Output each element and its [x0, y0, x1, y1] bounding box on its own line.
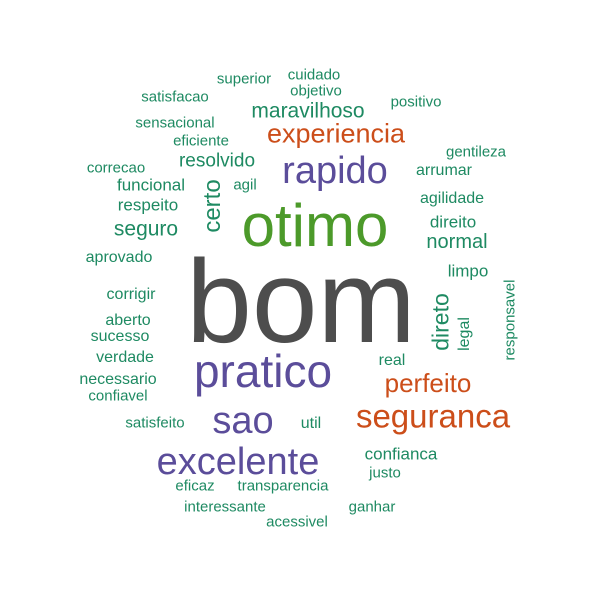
word-sucesso: sucesso — [90, 328, 150, 345]
word-normal: normal — [426, 231, 488, 253]
word-maravilhoso: maravilhoso — [251, 99, 365, 123]
word-acessivel: acessivel — [266, 513, 328, 531]
word-agil: agil — [233, 176, 257, 194]
word-limpo: limpo — [447, 261, 489, 281]
word-gentileza: gentileza — [445, 143, 507, 161]
word-confianca: confianca — [364, 444, 438, 464]
word-transparencia: transparencia — [237, 477, 329, 495]
word-satisfeito: satisfeito — [125, 414, 185, 432]
word-direito: direito — [429, 212, 477, 232]
word-ganhar: ganhar — [348, 498, 396, 516]
word-eficaz: eficaz — [175, 477, 215, 495]
word-interessante: interessante — [184, 498, 266, 516]
word-verdade: verdade — [96, 349, 154, 366]
word-superior: superior — [216, 70, 272, 88]
word-responsavel: responsavel — [501, 279, 519, 361]
word-satisfacao: satisfacao — [141, 88, 209, 106]
word-confiavel: confiavel — [88, 387, 148, 405]
word-aberto: aberto — [105, 312, 151, 329]
word-experiencia: experiencia — [266, 118, 406, 149]
word-perfeito: perfeito — [384, 368, 472, 398]
word-seguranca: seguranca — [355, 397, 511, 435]
word-resolvido: resolvido — [178, 150, 256, 172]
word-certo: certo — [199, 179, 226, 233]
word-otimo: otimo — [241, 192, 389, 259]
word-direto: direto — [427, 293, 454, 351]
word-sao: sao — [212, 400, 274, 442]
word-sensacional: sensacional — [135, 114, 215, 132]
word-positivo: positivo — [390, 93, 442, 111]
word-corrigir: corrigir — [106, 286, 156, 303]
word-bom: bom — [186, 236, 416, 368]
word-agilidade: agilidade — [419, 190, 485, 207]
word-excelente: excelente — [156, 441, 320, 483]
word-arrumar: arrumar — [415, 162, 473, 179]
word-objetivo: objetivo — [290, 82, 342, 100]
word-funcional: funcional — [116, 175, 186, 195]
word-respeito: respeito — [117, 195, 179, 215]
word-seguro: seguro — [113, 217, 179, 241]
word-rapido: rapido — [282, 150, 388, 192]
word-aprovado: aprovado — [85, 249, 153, 266]
word-necessario: necessario — [79, 371, 157, 388]
word-legal: legal — [456, 317, 473, 351]
word-pratico: pratico — [193, 345, 333, 397]
word-eficiente: eficiente — [173, 132, 229, 150]
word-cuidado: cuidado — [287, 66, 341, 84]
word-real: real — [378, 352, 406, 369]
word-util: util — [300, 415, 322, 432]
word-justo: justo — [369, 464, 401, 482]
word-correcao: correcao — [86, 159, 146, 177]
